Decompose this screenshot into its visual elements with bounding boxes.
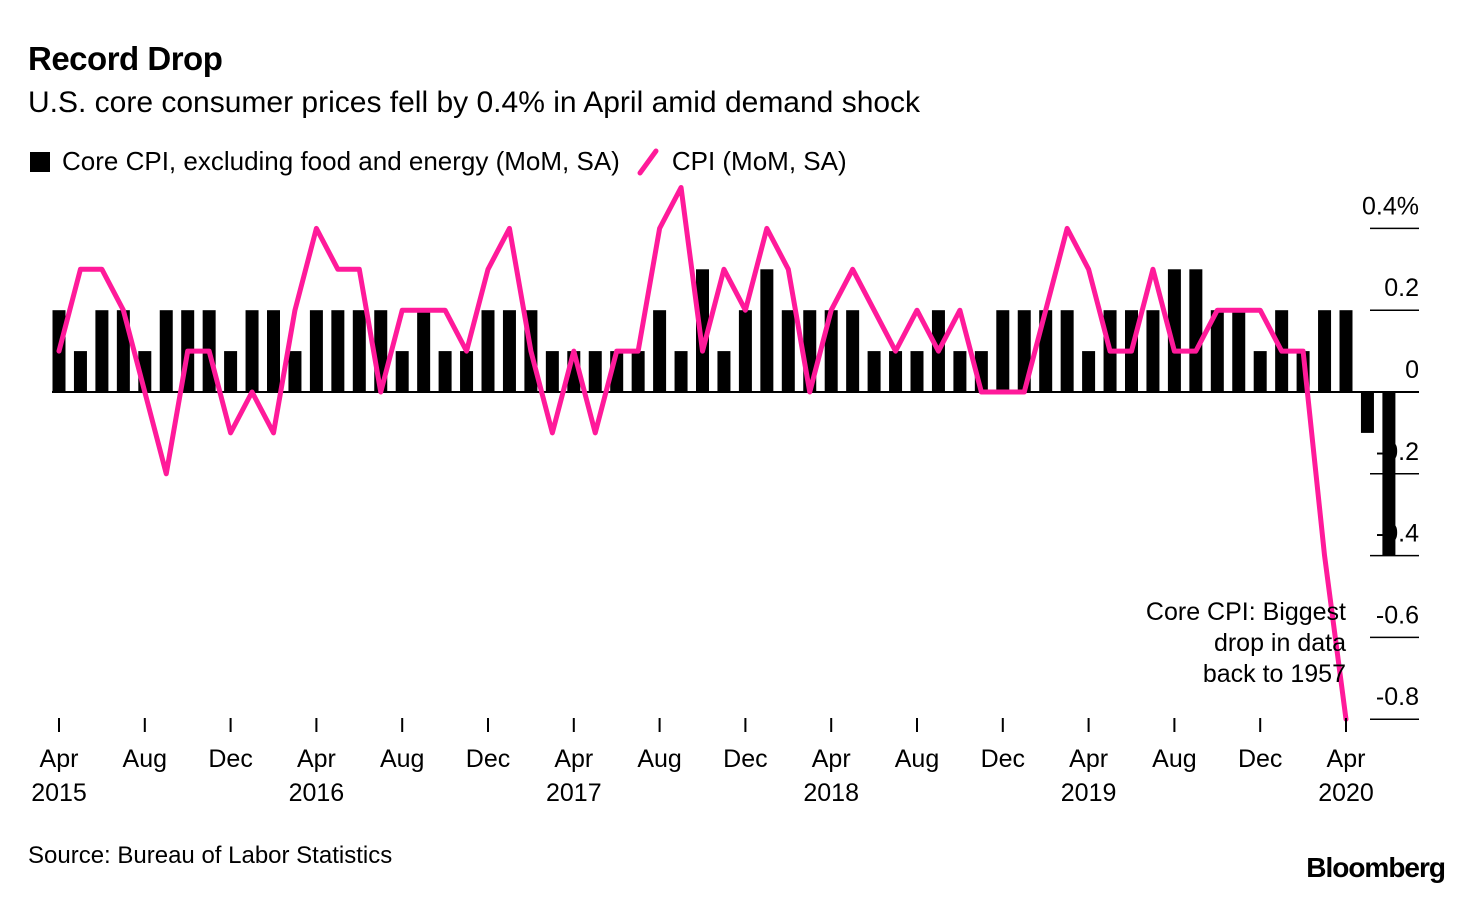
source-note: Source: Bureau of Labor Statistics [28, 842, 393, 869]
core-cpi-bar [781, 310, 795, 392]
x-tick-month-label: Dec [723, 745, 767, 773]
core-cpi-bar [1060, 310, 1074, 392]
core-cpi-bar [395, 351, 409, 392]
core-cpi-bar [1382, 392, 1396, 556]
x-tick-year-label: 2015 [31, 779, 87, 807]
core-cpi-bar [717, 351, 731, 392]
x-tick-year-label: 2016 [289, 779, 345, 807]
legend: Core CPI, excluding food and energy (MoM… [30, 146, 847, 177]
core-cpi-bar [460, 351, 474, 392]
core-cpi-bar [760, 269, 774, 392]
core-cpi-bar [224, 351, 238, 392]
x-tick-year-label: 2019 [1061, 779, 1117, 807]
core-cpi-bar [1210, 310, 1224, 392]
core-cpi-bar [1318, 310, 1332, 392]
core-cpi-bar [352, 310, 366, 392]
core-cpi-bar [1189, 269, 1203, 392]
core-cpi-bar [309, 310, 323, 392]
core-cpi-bar [588, 351, 602, 392]
core-cpi-bar [846, 310, 860, 392]
core-cpi-bar [674, 351, 688, 392]
x-tick-month-label: Aug [637, 745, 681, 773]
y-tick-label: -0.6 [1376, 601, 1419, 629]
x-tick-month-label: Dec [1238, 745, 1282, 773]
legend-line-label: CPI (MoM, SA) [671, 146, 847, 176]
x-tick-year-label: 2018 [803, 779, 859, 807]
y-tick-label: 0.2 [1384, 274, 1419, 302]
core-cpi-bar [867, 351, 881, 392]
x-tick-month-label: Apr [1069, 745, 1108, 773]
x-tick-year-label: 2020 [1318, 779, 1374, 807]
core-cpi-bar [159, 310, 173, 392]
core-cpi-bar [631, 351, 645, 392]
x-tick-month-label: Apr [297, 745, 336, 773]
core-cpi-bar [1167, 269, 1181, 392]
y-tick-label: -0.2 [1376, 438, 1419, 466]
x-tick-month-label: Dec [981, 745, 1025, 773]
x-tick-month-label: Aug [123, 745, 167, 773]
core-cpi-bar [95, 310, 109, 392]
y-tick-label: 0 [1405, 356, 1419, 384]
core-cpi-bar [1339, 310, 1353, 392]
core-cpi-bar [696, 269, 709, 392]
legend-bar-swatch [30, 151, 50, 172]
x-tick-month-label: Apr [1327, 745, 1366, 773]
core-cpi-bar [245, 310, 259, 392]
core-cpi-bar [73, 351, 87, 392]
core-cpi-bar [889, 351, 903, 392]
core-cpi-bar [1082, 351, 1096, 392]
core-cpi-bar [953, 351, 967, 392]
bloomberg-logo: Bloomberg [1306, 852, 1446, 883]
chart-subtitle: U.S. core consumer prices fell by 0.4% i… [28, 86, 921, 119]
core-cpi-bar [996, 310, 1010, 392]
x-tick-month-label: Apr [554, 745, 593, 773]
core-cpi-bar [545, 351, 559, 392]
x-tick-year-label: 2017 [546, 779, 602, 807]
core-cpi-bar [1232, 310, 1246, 392]
x-tick-month-label: Dec [466, 745, 510, 773]
annotation-core-cpi: Core CPI: Biggest drop in data back to 195… [1146, 598, 1346, 688]
cpi-series-line [56, 185, 1349, 722]
core-cpi-bar [910, 351, 924, 392]
annotation-line: drop in data [1214, 629, 1346, 657]
core-cpi-bar [288, 351, 302, 392]
core-cpi-bar [481, 310, 495, 392]
x-tick-month-label: Aug [1152, 745, 1196, 773]
y-tick-label: -0.4 [1376, 520, 1419, 548]
core-cpi-bar [417, 310, 431, 392]
x-tick-month-label: Dec [208, 745, 252, 773]
chart-title: Record Drop [28, 40, 223, 77]
core-cpi-bar [331, 310, 345, 392]
x-tick-month-label: Aug [895, 745, 939, 773]
core-cpi-bar [1253, 351, 1267, 392]
y-tick-label: -0.8 [1376, 683, 1419, 711]
annotation-line: Core CPI: Biggest [1146, 598, 1346, 626]
x-tick-month-label: Apr [40, 745, 79, 773]
y-tick-label: 0.4% [1362, 192, 1419, 220]
core-cpi-bar [653, 310, 667, 392]
core-cpi-bar [502, 310, 516, 392]
x-tick-month-label: Apr [812, 745, 851, 773]
legend-bar-label: Core CPI, excluding food and energy (MoM… [62, 146, 620, 176]
x-tick-month-label: Aug [380, 745, 424, 773]
core-cpi-bar [438, 351, 452, 392]
core-cpi-bar [738, 310, 752, 392]
core-cpi-bar [1146, 310, 1160, 392]
core-cpi-bar [267, 310, 280, 392]
annotation-line: back to 1957 [1203, 660, 1346, 688]
core-cpi-bar [1360, 392, 1374, 433]
legend-line-swatch [637, 148, 659, 175]
